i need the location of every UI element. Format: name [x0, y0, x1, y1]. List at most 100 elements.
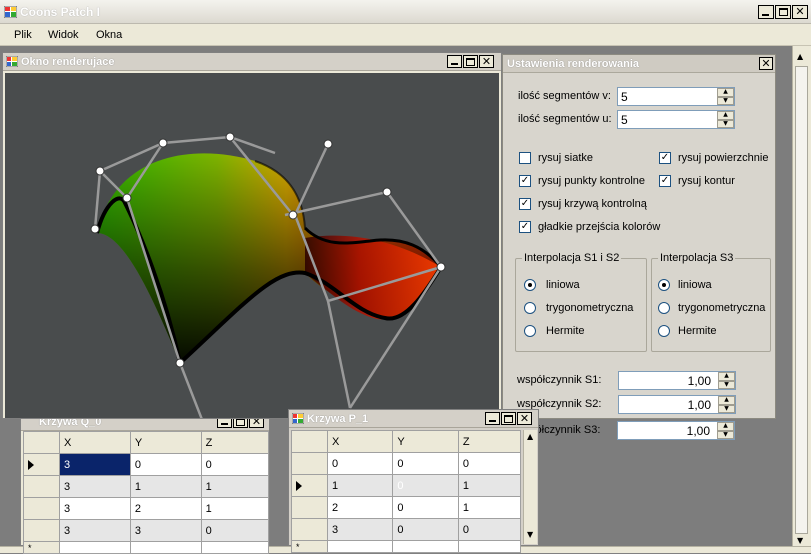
scroll-up-icon[interactable]: ▲ — [797, 52, 804, 61]
segments-v-value[interactable]: 5 — [621, 90, 628, 104]
row-header[interactable] — [23, 475, 60, 498]
coef-s2-value[interactable]: 1,00 — [687, 398, 711, 412]
grid-cell[interactable]: 3 — [326, 518, 394, 541]
grid-cell[interactable]: 0 — [392, 452, 459, 475]
row-header[interactable] — [23, 453, 60, 476]
row-header[interactable] — [291, 474, 328, 497]
grid-cell[interactable]: 0 — [129, 453, 202, 476]
curve-p-close-button[interactable]: ✕ — [517, 412, 532, 425]
curve-p-scrollbar[interactable]: ▲ ▼ — [523, 430, 537, 544]
render-maximize-button[interactable] — [463, 55, 478, 68]
render-window-titlebar[interactable]: Okno renderujace ✕ — [3, 53, 501, 71]
new-row-marker[interactable]: * — [23, 541, 60, 554]
grid-cell[interactable]: 3 — [59, 475, 131, 498]
control-point[interactable] — [158, 138, 168, 148]
grid-cell[interactable]: 0 — [326, 452, 394, 475]
grid-cell[interactable] — [129, 541, 202, 554]
interp-s3-linear-radio[interactable] — [658, 279, 670, 291]
grid-cell[interactable]: 1 — [200, 497, 270, 520]
grid-cell[interactable]: 3 — [59, 497, 131, 520]
control-point[interactable] — [225, 132, 235, 142]
grid-cell[interactable]: 1 — [129, 475, 202, 498]
coef-s3-spinner[interactable]: 1,00 ▲ ▼ — [617, 421, 735, 440]
row-header[interactable] — [291, 452, 328, 475]
coef-s1-spinner[interactable]: 1,00 ▲ ▼ — [618, 371, 736, 390]
grid-cell[interactable] — [200, 541, 270, 554]
spin-up-icon[interactable]: ▲ — [718, 372, 735, 381]
draw-control-points-checkbox[interactable]: ✓ — [519, 175, 531, 187]
column-header-x[interactable]: X — [59, 431, 131, 454]
scroll-down-icon[interactable]: ▼ — [797, 536, 804, 545]
grid-cell[interactable]: 0 — [457, 452, 522, 475]
grid-cell[interactable]: 0 — [200, 453, 270, 476]
draw-control-curve-checkbox[interactable]: ✓ — [519, 198, 531, 210]
segments-u-spinner[interactable]: 5 ▲ ▼ — [617, 110, 735, 129]
scroll-up-icon[interactable]: ▲ — [527, 432, 534, 441]
spin-up-icon[interactable]: ▲ — [717, 422, 734, 431]
grid-cell[interactable] — [326, 540, 394, 553]
grid-cell[interactable]: 1 — [200, 475, 270, 498]
grid-cell[interactable]: 0 — [200, 519, 270, 542]
row-header[interactable] — [291, 518, 328, 541]
settings-titlebar[interactable]: Ustawienia renderowania ✕ — [503, 55, 775, 73]
grid-cell[interactable]: 1 — [457, 474, 522, 497]
row-header[interactable] — [23, 519, 60, 542]
spin-up-icon[interactable]: ▲ — [717, 88, 734, 97]
control-point[interactable] — [436, 262, 446, 272]
control-point[interactable] — [122, 193, 132, 203]
column-header-y[interactable]: Y — [392, 430, 459, 453]
grid-cell[interactable]: 2 — [129, 497, 202, 520]
menu-widok[interactable]: Widok — [48, 29, 79, 41]
coef-s1-value[interactable]: 1,00 — [687, 374, 711, 388]
render-close-button[interactable]: ✕ — [479, 55, 494, 68]
vertical-scrollbar[interactable]: ▲ ▼ — [792, 46, 811, 546]
interp-s1s2-linear-radio[interactable] — [524, 279, 536, 291]
spin-up-icon[interactable]: ▲ — [717, 111, 734, 120]
interp-s3-trig-radio[interactable] — [658, 302, 670, 314]
coef-s3-value[interactable]: 1,00 — [686, 424, 710, 438]
menu-okna[interactable]: Okna — [96, 29, 123, 41]
spin-down-icon[interactable]: ▼ — [718, 380, 735, 389]
draw-surface-checkbox[interactable]: ✓ — [659, 152, 671, 164]
interp-s3-hermite-radio[interactable] — [658, 325, 670, 337]
grid-cell[interactable]: 3 — [129, 519, 202, 542]
column-header-z[interactable]: Z — [457, 430, 522, 453]
settings-close-button[interactable]: ✕ — [759, 57, 773, 70]
control-point[interactable] — [175, 358, 185, 368]
column-header-z[interactable]: Z — [200, 431, 270, 454]
spin-down-icon[interactable]: ▼ — [717, 119, 734, 128]
grid-cell[interactable] — [457, 540, 522, 553]
curve-p-titlebar[interactable]: Krzywa P_1 ✕ — [289, 410, 538, 428]
grid-cell[interactable] — [59, 541, 131, 554]
grid-cell[interactable]: 0 — [392, 518, 459, 541]
render-minimize-button[interactable] — [447, 55, 462, 68]
minimize-button[interactable] — [758, 5, 774, 19]
spin-up-icon[interactable]: ▲ — [718, 396, 735, 405]
render-viewport[interactable] — [5, 73, 499, 418]
scroll-thumb[interactable] — [795, 66, 808, 534]
draw-grid-checkbox[interactable] — [519, 152, 531, 164]
scroll-down-icon[interactable]: ▼ — [527, 530, 534, 539]
smooth-colors-checkbox[interactable]: ✓ — [519, 221, 531, 233]
interp-s1s2-trig-radio[interactable] — [524, 302, 536, 314]
control-point[interactable] — [288, 210, 298, 220]
close-button[interactable]: ✕ — [792, 5, 808, 19]
menu-plik[interactable]: Plik — [14, 29, 32, 41]
coef-s2-spinner[interactable]: 1,00 ▲ ▼ — [618, 395, 736, 414]
control-point[interactable] — [323, 139, 333, 149]
interp-s1s2-hermite-radio[interactable] — [524, 325, 536, 337]
grid-cell[interactable]: 1 — [326, 474, 394, 497]
grid-cell[interactable]: 3 — [59, 453, 131, 476]
spin-down-icon[interactable]: ▼ — [718, 404, 735, 413]
spin-down-icon[interactable]: ▼ — [717, 430, 734, 439]
column-header-y[interactable]: Y — [129, 431, 202, 454]
new-row-marker[interactable]: * — [291, 540, 328, 553]
grid-cell[interactable]: 0 — [392, 496, 459, 519]
grid-cell[interactable]: 1 — [457, 496, 522, 519]
column-header-x[interactable]: X — [326, 430, 394, 453]
maximize-button[interactable] — [775, 5, 791, 19]
row-header[interactable] — [291, 496, 328, 519]
segments-u-value[interactable]: 5 — [621, 113, 628, 127]
segments-v-spinner[interactable]: 5 ▲ ▼ — [617, 87, 735, 106]
control-points[interactable] — [90, 132, 446, 368]
